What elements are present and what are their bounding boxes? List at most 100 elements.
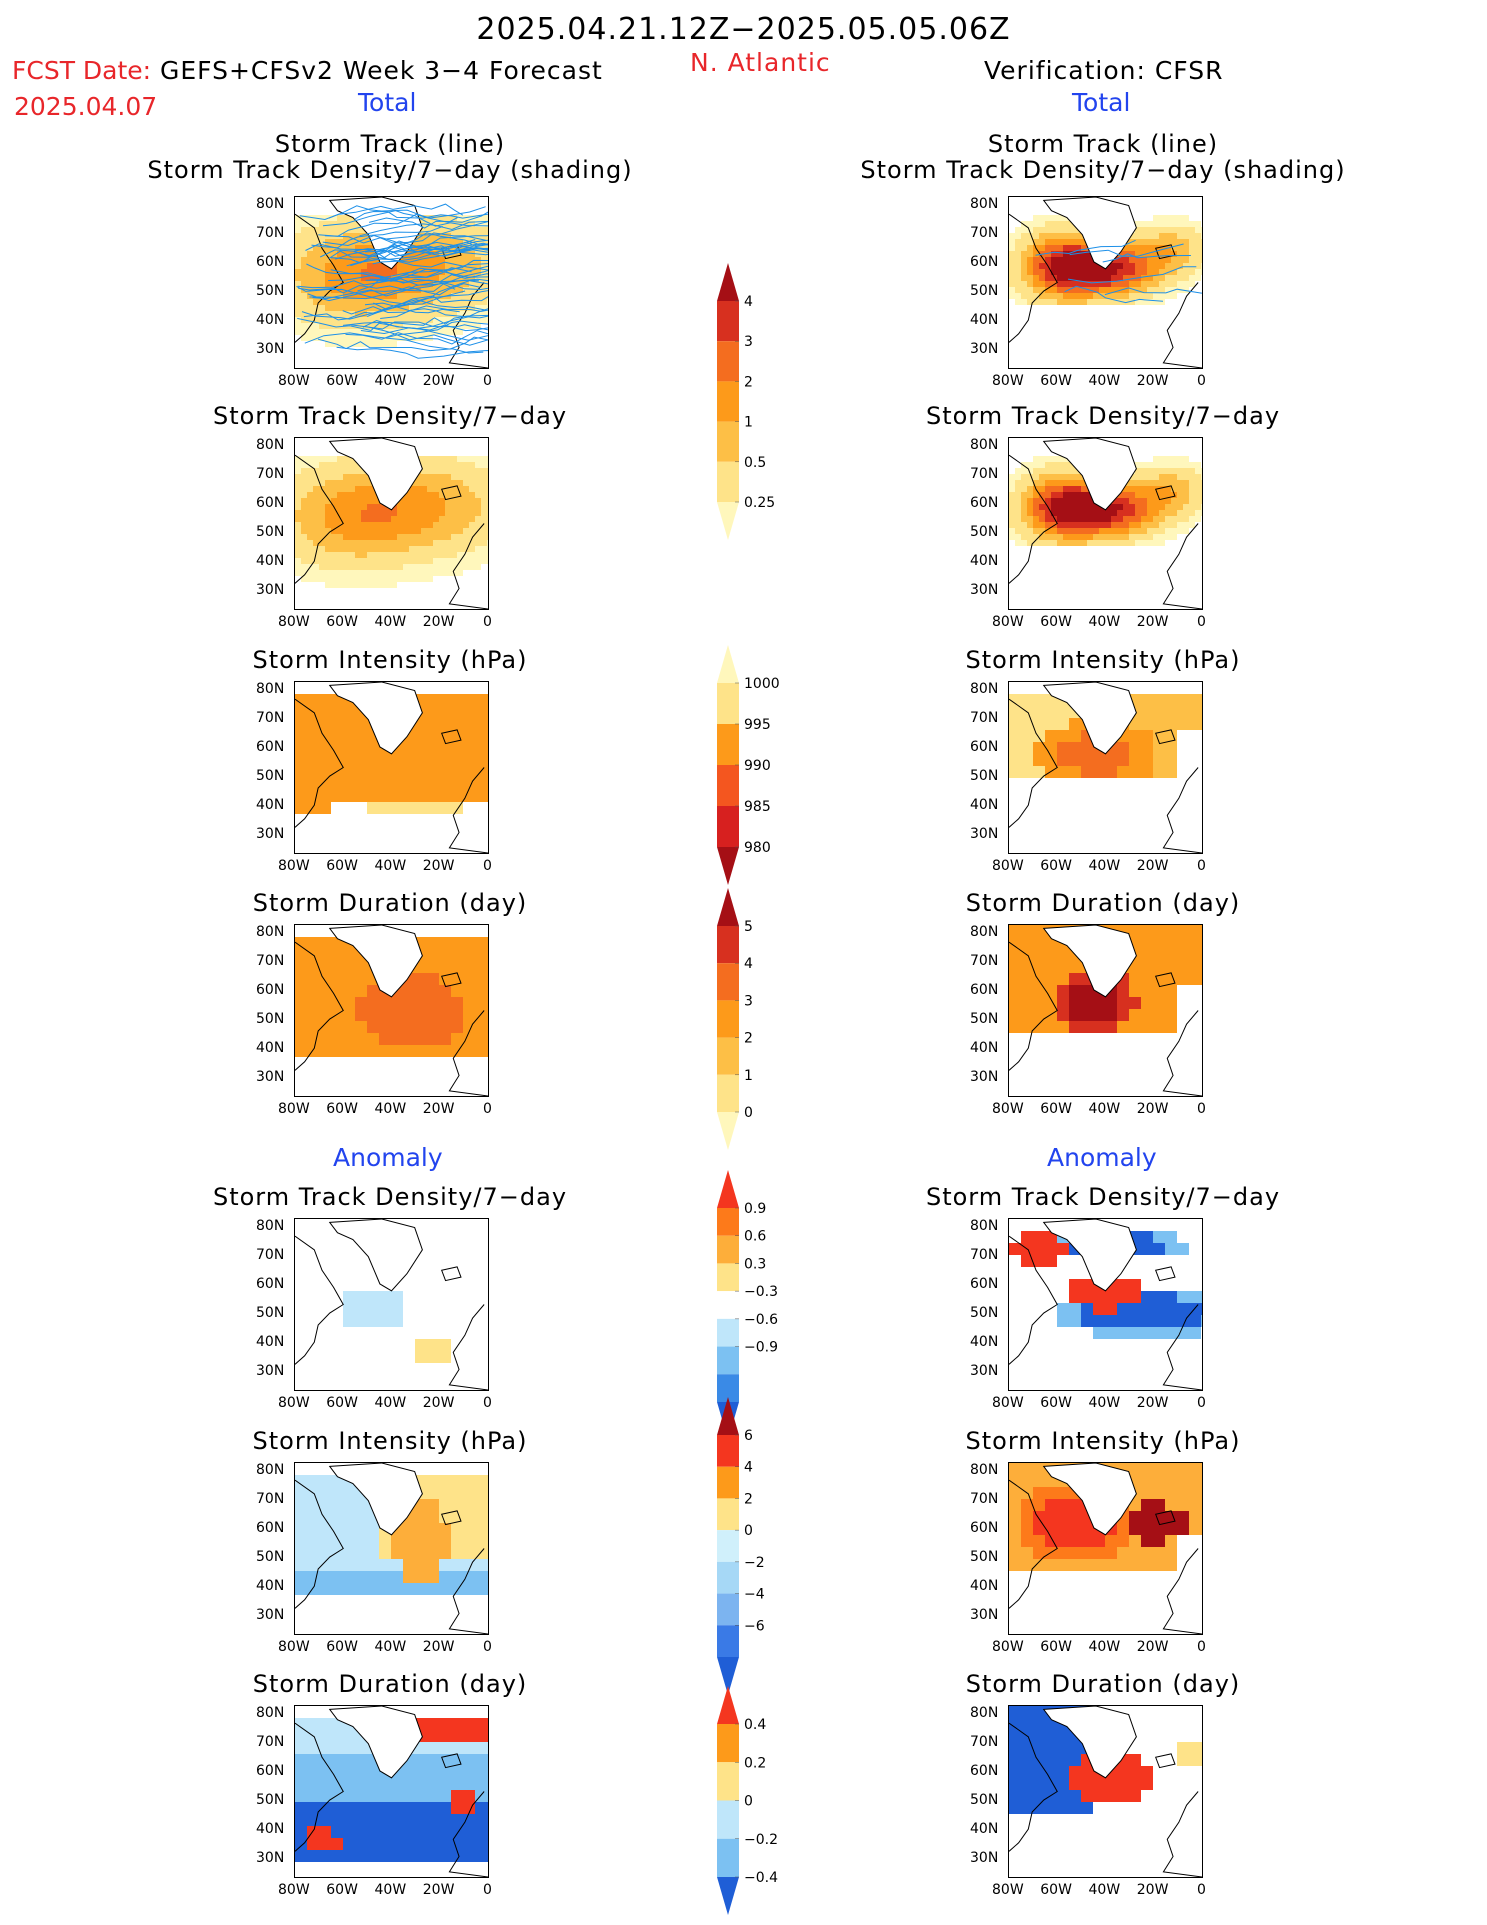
colorbar-level-label: 1 [744,415,753,431]
colorbar-level-label: 0.25 [744,495,775,511]
colorbar-level-label: 4 [744,1460,753,1476]
labrador-coast [1009,454,1058,584]
lon-label: 20W [1136,1395,1169,1411]
storm-track-line [328,259,488,281]
colorbar-swatch [717,341,739,382]
storm-track-line [322,210,488,227]
lat-label: 50N [970,1011,999,1027]
greenland-outline [328,438,423,511]
colorbar-level-label: −0.3 [744,1284,778,1300]
europe-coast [448,1010,488,1096]
lon-label: 60W [326,1101,358,1117]
storm-track-line [312,278,488,300]
map-duration-anom-fcst [294,1705,489,1878]
lat-label: 60N [256,1763,285,1779]
lat-label: 40N [970,1821,999,1837]
colorbar-level-label: 0.3 [744,1256,766,1272]
lon-label: 80W [278,373,310,389]
colorbar-swatch [717,502,739,540]
lat-label: 70N [970,710,999,726]
lat-label: 80N [256,1218,285,1234]
lat-label: 70N [970,1491,999,1507]
lat-label: 70N [970,466,999,482]
lon-label: 0 [1197,1639,1206,1655]
lat-label: 50N [970,768,999,784]
europe-coast [1162,1548,1202,1634]
iceland-outline [1155,1266,1176,1282]
colorbar-level-label: 4 [744,956,753,972]
labrador-coast [1009,698,1058,828]
colorbar-swatch [717,1037,739,1075]
lon-label: 80W [992,614,1024,630]
section-total-left: Total [358,88,417,117]
iceland-outline [1155,485,1176,501]
lat-label: 40N [256,1821,285,1837]
lon-label: 60W [326,373,358,389]
lon-label: 80W [992,1639,1024,1655]
colorbar-swatch [717,963,739,1001]
map-duration-verif [1008,924,1203,1097]
lat-label: 80N [970,437,999,453]
lat-label: 40N [970,797,999,813]
greenland-outline [1042,1706,1137,1779]
colorbar-duration-anom: 0.4 0.2 0 −0.2 −0.4 [717,1686,778,1915]
lon-label: 60W [326,614,358,630]
iceland-outline [441,1753,462,1769]
lon-label: 20W [1136,614,1169,630]
colorbar-swatch [717,1170,739,1208]
section-anomaly-left: Anomaly [333,1143,443,1172]
greenland-outline [328,1219,423,1292]
lon-label: 40W [1088,373,1121,389]
panel-title-duration-anom-fcst: Storm Duration (day) [252,1670,528,1698]
lat-label: 80N [256,924,285,940]
iceland-outline [1155,1753,1176,1769]
colorbar-level-label: 1 [744,1068,753,1084]
storm-track-line [297,317,488,341]
lat-label: 30N [256,1850,285,1866]
lat-label: 30N [256,1069,285,1085]
colorbar-level-label: 0 [744,1105,753,1121]
lat-label: 70N [970,953,999,969]
lat-label: 30N [970,1069,999,1085]
colorbar-level-label: 0.2 [744,1755,766,1771]
lat-label: 40N [970,553,999,569]
lat-label: 50N [970,1549,999,1565]
lon-label: 20W [422,1395,455,1411]
storm-track-line [366,326,488,346]
colorbar-level-label: −2 [744,1555,765,1571]
lat-label: 60N [256,495,285,511]
storm-track-line [345,330,488,345]
lat-label: 40N [256,1334,285,1350]
lat-label: 70N [970,1247,999,1263]
colorbar-swatch [717,645,739,683]
lat-label: 30N [970,582,999,598]
lon-label: 80W [278,1639,310,1655]
labrador-coast [295,213,344,343]
lat-label: 30N [256,826,285,842]
colorbar-swatch [717,1724,739,1763]
map-duration-fcst [294,924,489,1097]
colorbar-swatch [717,1762,739,1801]
lon-label: 40W [374,373,407,389]
storm-track-line [354,210,488,220]
colorbar-swatch [717,263,739,301]
storm-track-line [304,332,488,350]
storm-track-line [296,285,466,306]
map-intensity-fcst [294,681,489,854]
colorbar-level-label: 995 [744,717,771,733]
colorbar-swatch [717,847,739,885]
storm-track-line [368,254,488,271]
storm-track-line [360,324,488,335]
map-density-anom-fcst [294,1218,489,1391]
lat-label: 30N [256,341,285,357]
greenland-outline [1042,682,1137,755]
lat-label: 70N [256,1734,285,1750]
panel-title-duration-anom-verif: Storm Duration (day) [965,1670,1241,1698]
lat-label: 50N [970,524,999,540]
panel-title-track-fcst-1: Storm Track Density/7−day (shading) [147,156,633,184]
europe-coast [1162,1010,1202,1096]
lon-label: 40W [374,1101,407,1117]
lat-label: 40N [970,1040,999,1056]
storm-track-line [324,232,487,244]
lon-label: 0 [483,1882,492,1898]
